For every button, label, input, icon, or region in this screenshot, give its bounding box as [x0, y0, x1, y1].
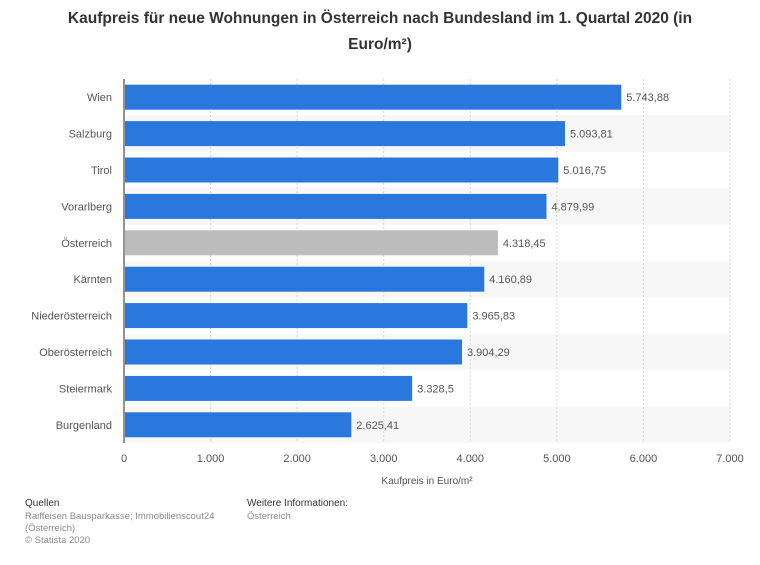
- category-label: Steiermark: [59, 383, 113, 395]
- category-label: Tirol: [91, 165, 112, 177]
- bar: [125, 230, 498, 256]
- value-label: 4.318,45: [503, 238, 546, 250]
- chart-title: Kaufpreis für neue Wohnungen in Österrei…: [67, 10, 693, 53]
- x-tick-label: 0: [121, 453, 127, 465]
- sources-block: Quellen Raiffeisen Bausparkasse; Immobil…: [25, 498, 215, 547]
- bar: [125, 266, 485, 292]
- category-label: Kärnten: [73, 274, 112, 286]
- value-label: 3.965,83: [472, 311, 515, 323]
- sources-heading: Quellen: [25, 498, 60, 509]
- bar: [125, 121, 565, 147]
- category-label: Niederösterreich: [31, 311, 112, 323]
- info-heading: Weitere Informationen:: [247, 498, 348, 509]
- value-label: 4.160,89: [489, 274, 532, 286]
- bar: [125, 412, 352, 438]
- sources-line: (Österreich): [25, 523, 76, 534]
- x-tick-label: 1.000: [197, 453, 225, 465]
- value-label: 3.328,5: [417, 383, 454, 395]
- info-block: Weitere Informationen: Österreich: [247, 498, 447, 523]
- category-label: Salzburg: [69, 129, 112, 141]
- category-label: Burgenland: [56, 420, 112, 432]
- category-label: Österreich: [61, 238, 112, 250]
- category-label: Vorarlberg: [61, 201, 112, 213]
- category-label: Oberösterreich: [39, 347, 112, 359]
- info-line: Österreich: [247, 511, 291, 522]
- copyright-line: © Statista 2020: [25, 535, 91, 546]
- bar: [125, 303, 468, 329]
- bar-chart: Wien 5.743,88 Salzburg 5.093,81 Tirol 5.016,7…: [31, 79, 744, 487]
- value-label: 3.904,29: [467, 347, 510, 359]
- sources-line: Raiffeisen Bausparkasse; Immobilienscout…: [25, 511, 215, 522]
- value-label: 5.743,88: [626, 92, 669, 104]
- x-tick-label: 2.000: [283, 453, 311, 465]
- x-tick-label: 4.000: [457, 453, 485, 465]
- x-tick-label: 3.000: [370, 453, 398, 465]
- x-tick-label: 7.000: [716, 453, 744, 465]
- bar: [125, 84, 622, 110]
- bar: [125, 339, 462, 365]
- x-tick-label: 5.000: [543, 453, 571, 465]
- value-label: 5.016,75: [563, 165, 606, 177]
- value-label: 5.093,81: [570, 129, 613, 141]
- bar: [125, 193, 547, 219]
- value-label: 4.879,99: [551, 201, 594, 213]
- x-tick-label: 6.000: [630, 453, 658, 465]
- bar: [125, 375, 413, 401]
- category-label: Wien: [87, 92, 112, 104]
- x-axis-title: Kaufpreis in Euro/m²: [381, 476, 473, 487]
- value-label: 2.625,41: [356, 420, 399, 432]
- bar: [125, 157, 559, 183]
